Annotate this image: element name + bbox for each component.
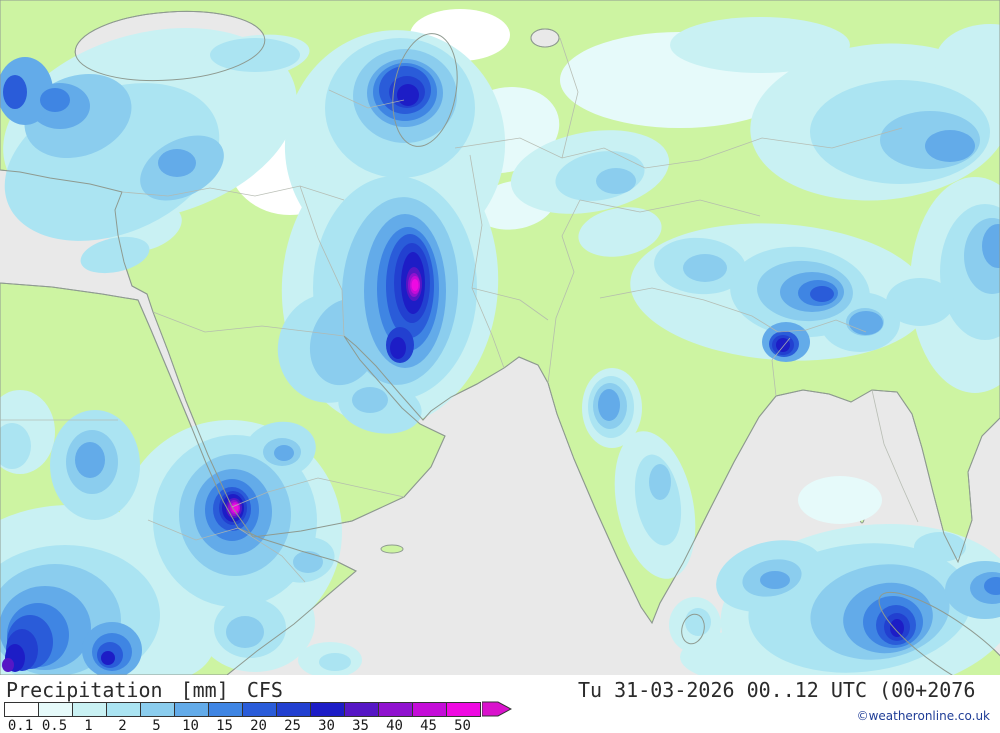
legend: 0.1 0.5 1 2 5 10 15 20 25 30 35 40 45 50: [4, 701, 512, 733]
legend-value-label: 45: [420, 718, 437, 733]
legend-value-label: 50: [454, 718, 471, 733]
legend-value-label: 0.1: [7, 718, 34, 733]
precipitation-map: [0, 0, 1000, 675]
copyright-link[interactable]: ©weatheronline.co.uk: [856, 709, 990, 723]
legend-value-label: 35: [352, 718, 369, 733]
legend-cell: [140, 701, 175, 717]
legend-value-label: 15: [216, 718, 233, 733]
legend-cell: [4, 701, 39, 717]
legend-arrow-polygon: [482, 701, 512, 717]
valid-time: Tu 31-03-2026 00..12 UTC (00+2076: [578, 678, 976, 702]
legend-cell: [378, 701, 413, 717]
legend-scale: [4, 701, 481, 717]
island-socotra: [380, 544, 404, 554]
legend-value-label: 1: [84, 718, 93, 733]
legend-cell: [208, 701, 243, 717]
legend-value-label: 5: [152, 718, 161, 733]
title-unit: [mm]: [180, 678, 229, 702]
title-model: CFS: [246, 678, 283, 702]
legend-value-label: 2: [118, 718, 127, 733]
legend-value-label: 10: [182, 718, 199, 733]
legend-cell: [310, 701, 345, 717]
legend-value-label: 30: [318, 718, 335, 733]
legend-value-label: 0.5: [41, 718, 68, 733]
legend-value-label: 40: [386, 718, 403, 733]
precipitation-layer: [0, 9, 1000, 675]
title-parameter: Precipitation: [6, 678, 163, 702]
legend-cell: [38, 701, 73, 717]
legend-cell: [344, 701, 379, 717]
map-title: Precipitation [mm] CFS: [6, 678, 289, 702]
legend-values: 0.1 0.5 1 2 5 10 15 20 25 30 35 40 45 50: [4, 717, 512, 733]
legend-cell: [174, 701, 209, 717]
legend-cell: [276, 701, 311, 717]
legend-arrow-icon: [482, 701, 512, 717]
footer-bar: Precipitation [mm] CFS Tu 31-03-2026 00.…: [0, 675, 1000, 733]
legend-cell: [446, 701, 481, 717]
borders-layer: [0, 37, 919, 583]
legend-cell: [72, 701, 107, 717]
legend-value-label: 25: [284, 718, 301, 733]
legend-value-label: 20: [250, 718, 267, 733]
legend-cell: [242, 701, 277, 717]
legend-cell: [412, 701, 447, 717]
legend-cell: [106, 701, 141, 717]
